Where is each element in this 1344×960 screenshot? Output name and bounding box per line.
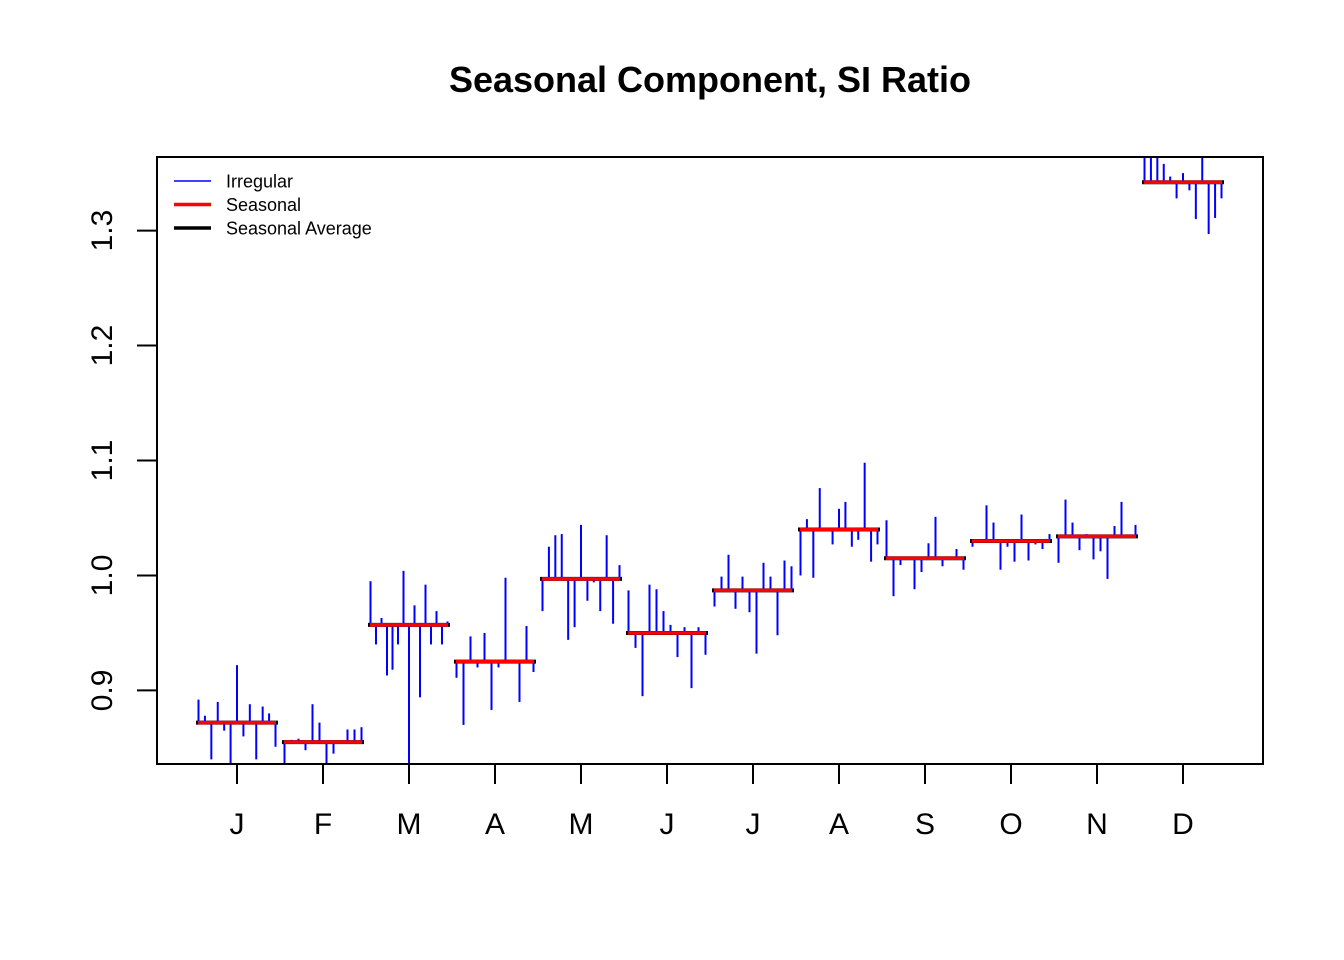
plot-frame xyxy=(156,156,1264,765)
x-tick-label: M xyxy=(397,808,422,841)
y-tick-label: 1.0 xyxy=(86,555,119,597)
plot-layer xyxy=(196,157,1224,764)
y-tick-label: 1.2 xyxy=(86,325,119,367)
y-tick-label: 1.1 xyxy=(86,440,119,482)
y-tick-label: 1.3 xyxy=(86,210,119,252)
chart-title: Seasonal Component, SI Ratio xyxy=(449,59,971,100)
x-tick-label: A xyxy=(485,808,505,841)
legend: Irregular Seasonal Seasonal Average xyxy=(174,172,372,239)
x-tick-label: F xyxy=(314,808,332,841)
x-tick-label: A xyxy=(829,808,849,841)
legend-label: Seasonal Average xyxy=(226,219,372,239)
axis-layer: J F M A M J J A S O N D 0.9 1.0 1.1 1.2 1.3 xyxy=(86,210,1194,841)
x-tick-label: O xyxy=(999,808,1022,841)
x-tick-label: S xyxy=(915,808,935,841)
x-tick-label: D xyxy=(1172,808,1194,841)
x-tick-label: J xyxy=(660,808,675,841)
x-tick-label: J xyxy=(230,808,245,841)
x-tick-label: J xyxy=(746,808,761,841)
legend-label: Irregular xyxy=(226,172,293,192)
x-tick-label: M xyxy=(569,808,594,841)
legend-label: Seasonal xyxy=(226,195,301,215)
x-tick-label: N xyxy=(1086,808,1108,841)
y-tick-label: 0.9 xyxy=(86,670,119,712)
